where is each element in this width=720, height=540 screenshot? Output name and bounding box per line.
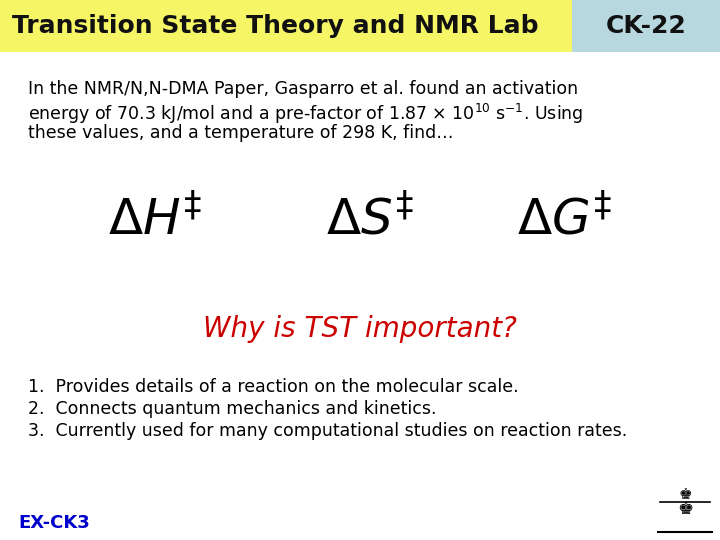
- Text: In the NMR/N,N-DMA Paper, Gasparro et al. found an activation: In the NMR/N,N-DMA Paper, Gasparro et al…: [28, 80, 578, 98]
- Text: Transition State Theory and NMR Lab: Transition State Theory and NMR Lab: [12, 14, 539, 38]
- Text: ♚: ♚: [678, 487, 692, 502]
- Text: 1.  Provides details of a reaction on the molecular scale.: 1. Provides details of a reaction on the…: [28, 378, 518, 396]
- Text: CK-22: CK-22: [606, 14, 687, 38]
- Text: EX-CK3: EX-CK3: [18, 514, 90, 532]
- Bar: [572, 0, 720, 52]
- Text: these values, and a temperature of 298 K, find…: these values, and a temperature of 298 K…: [28, 124, 454, 142]
- Text: 2.  Connects quantum mechanics and kinetics.: 2. Connects quantum mechanics and kineti…: [28, 400, 436, 418]
- Text: $\Delta S^{\ddag}$: $\Delta S^{\ddag}$: [326, 195, 414, 245]
- Text: $\Delta G^{\ddag}$: $\Delta G^{\ddag}$: [518, 195, 613, 245]
- Text: Why is TST important?: Why is TST important?: [203, 315, 517, 343]
- Text: energy of 70.3 kJ/mol and a pre-factor of 1.87 $\times$ 10$^{10}$ s$^{-1}$. Usin: energy of 70.3 kJ/mol and a pre-factor o…: [28, 102, 583, 126]
- Bar: [0, 0, 572, 52]
- Text: ♚: ♚: [677, 500, 693, 518]
- Text: 3.  Currently used for many computational studies on reaction rates.: 3. Currently used for many computational…: [28, 422, 627, 440]
- Text: $\Delta H^{\ddag}$: $\Delta H^{\ddag}$: [108, 195, 202, 245]
